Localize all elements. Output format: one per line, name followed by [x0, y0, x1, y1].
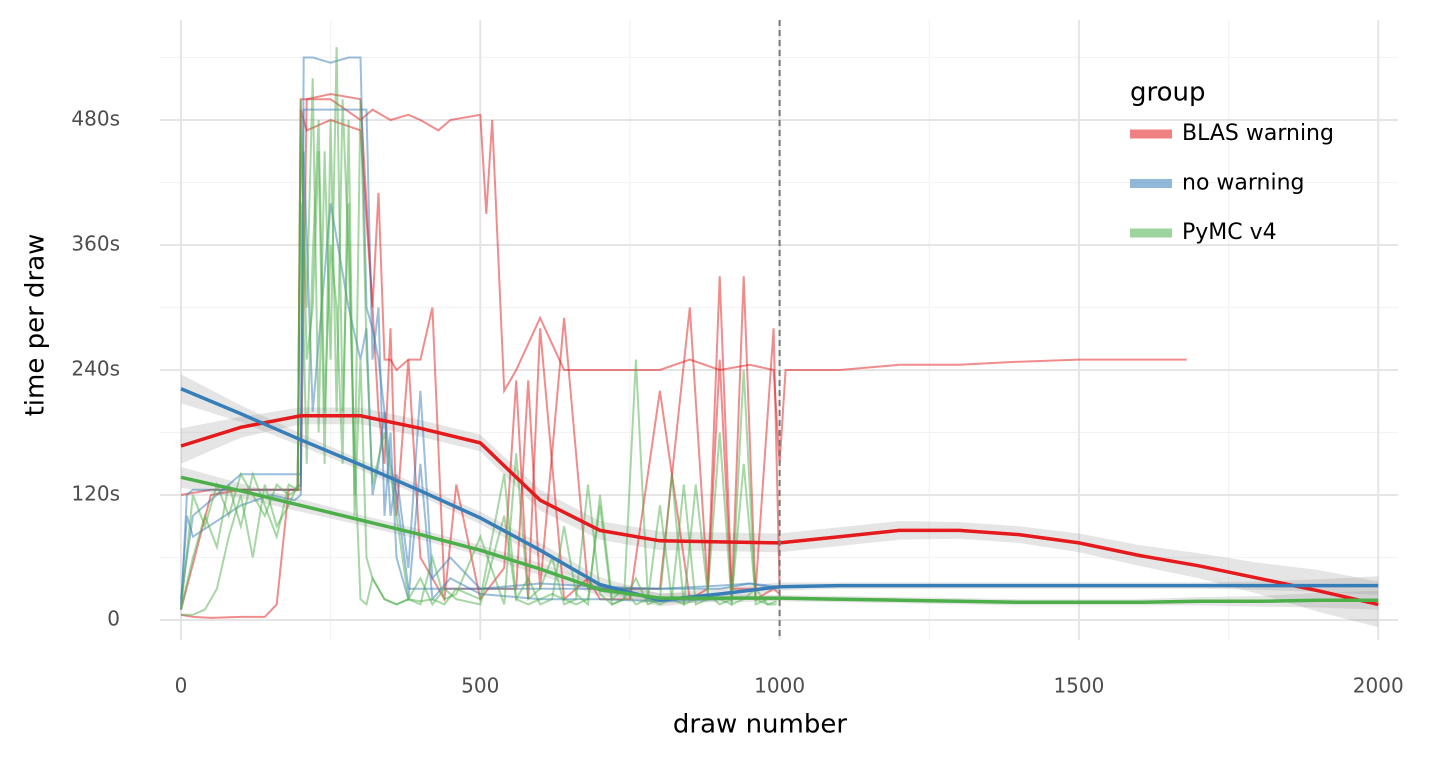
trace-line: [180, 47, 777, 610]
trace-line: [180, 151, 780, 605]
x-tick-label: 0: [175, 674, 188, 698]
legend-label: no warning: [1182, 171, 1305, 196]
y-tick-label: 480s: [71, 107, 120, 131]
legend-title: group: [1130, 78, 1206, 108]
confidence-band: [181, 466, 1379, 610]
legend-label: BLAS warning: [1182, 121, 1334, 146]
smooth-line: [180, 475, 1379, 605]
y-tick-label: 0: [107, 607, 120, 631]
y-tick-label: 120s: [71, 482, 120, 506]
y-tick-label: 360s: [71, 232, 120, 256]
smooth-line: [180, 387, 1379, 602]
x-tick-label: 2000: [1353, 674, 1404, 698]
x-tick-label: 500: [461, 674, 499, 698]
x-axis-title: draw number: [673, 710, 847, 740]
x-tick-label: 1000: [754, 674, 805, 698]
trace-line: [180, 108, 780, 603]
x-tick-label: 1500: [1053, 674, 1104, 698]
y-axis-title: time per draw: [21, 234, 51, 417]
legend-label: PyMC v4: [1182, 220, 1277, 245]
y-tick-label: 240s: [71, 357, 120, 381]
